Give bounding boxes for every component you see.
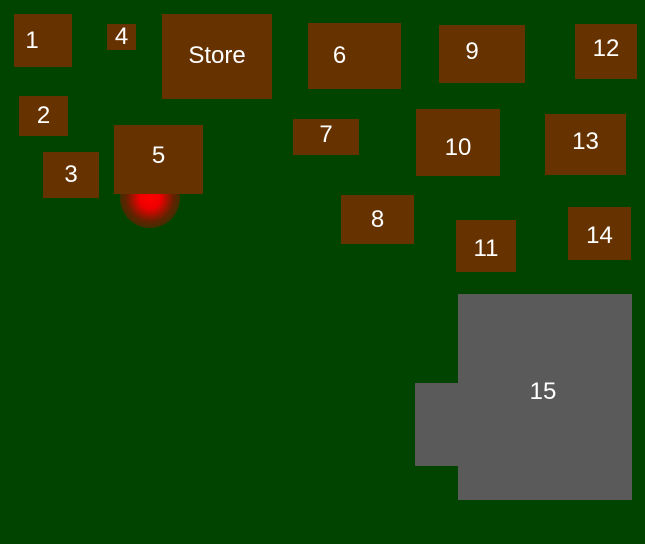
building-4[interactable]: 4 xyxy=(107,23,136,50)
building-7[interactable]: 7 xyxy=(293,119,359,155)
lot-15-main[interactable] xyxy=(458,294,632,500)
lot-15-label: 15 xyxy=(529,378,557,405)
building-store[interactable]: Store xyxy=(162,14,272,99)
building-8[interactable]: 8 xyxy=(341,195,414,244)
building-6[interactable]: 6 xyxy=(308,23,401,89)
lot-15-extension[interactable] xyxy=(415,383,458,466)
building-5[interactable]: 5 xyxy=(114,125,203,194)
building-10[interactable]: 10 xyxy=(416,109,500,176)
building-9[interactable]: 9 xyxy=(439,25,525,83)
building-1[interactable]: 1 xyxy=(14,14,72,67)
building-2[interactable]: 2 xyxy=(19,96,68,136)
building-12[interactable]: 12 xyxy=(575,24,637,79)
building-14[interactable]: 14 xyxy=(568,207,631,260)
building-13[interactable]: 13 xyxy=(545,114,626,175)
building-3[interactable]: 3 xyxy=(43,152,99,198)
building-11[interactable]: 11 xyxy=(456,220,516,272)
